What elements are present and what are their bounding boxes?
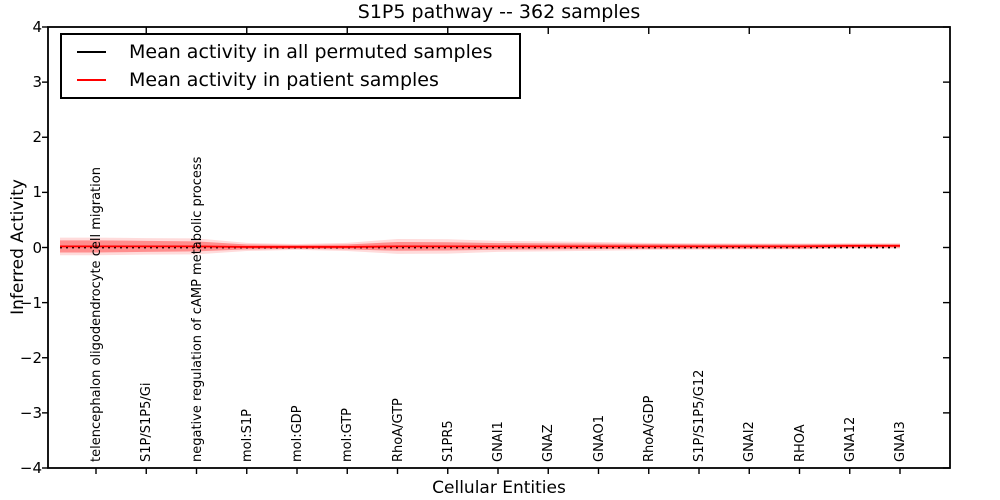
y-tick-label: 0 <box>32 238 42 257</box>
x-tick-label: telencephalon oligodendrocyte cell migra… <box>89 167 104 462</box>
y-tick-label: −2 <box>19 348 42 367</box>
x-tick-label: RhoA/GTP <box>390 398 406 462</box>
x-tick-label: RHOA <box>792 424 808 462</box>
x-tick-label: mol:S1P <box>239 409 255 462</box>
y-tick-label: −3 <box>19 403 42 422</box>
legend-label-permuted: Mean activity in all permuted samples <box>129 41 493 63</box>
legend-box: Mean activity in all permuted samples Me… <box>60 33 521 99</box>
legend-line-permuted-icon <box>77 51 106 53</box>
y-tick-label: 1 <box>32 183 42 202</box>
x-tick-label: GNAI2 <box>742 421 758 462</box>
x-tick-label: GNAZ <box>541 424 557 462</box>
x-tick-label: negative regulation of cAMP metabolic pr… <box>189 156 205 462</box>
legend-entry-permuted: Mean activity in all permuted samples <box>62 41 519 63</box>
x-tick-label: mol:GTP <box>340 408 356 462</box>
x-tick-label: S1PR5 <box>440 420 456 462</box>
y-tick-label: −1 <box>19 293 42 312</box>
legend-label-patient: Mean activity in patient samples <box>129 69 439 91</box>
y-tick-label: 3 <box>32 73 42 92</box>
patient-mean-line <box>60 244 900 248</box>
x-tick-label: RhoA/GDP <box>641 395 657 462</box>
x-axis-title: Cellular Entities <box>432 478 566 498</box>
y-tick-label: 4 <box>32 18 42 36</box>
chart-title: S1P5 pathway -- 362 samples <box>357 1 641 23</box>
x-tick-label: mol:GDP <box>290 405 305 462</box>
x-tick-label: GNA12 <box>842 416 858 462</box>
legend-entry-patient: Mean activity in patient samples <box>62 69 519 91</box>
y-tick-label: −4 <box>19 459 42 477</box>
x-tick-label: S1P/S1P5/G12 <box>692 369 707 462</box>
legend-line-patient-icon <box>77 79 106 81</box>
x-tick-label: GNAI1 <box>491 421 506 462</box>
x-tick-label: S1P/S1P5/Gi <box>139 382 155 462</box>
y-tick-label: 2 <box>32 128 42 147</box>
x-tick-label: GNAO1 <box>591 415 607 462</box>
x-tick-label: GNAI3 <box>893 421 908 462</box>
